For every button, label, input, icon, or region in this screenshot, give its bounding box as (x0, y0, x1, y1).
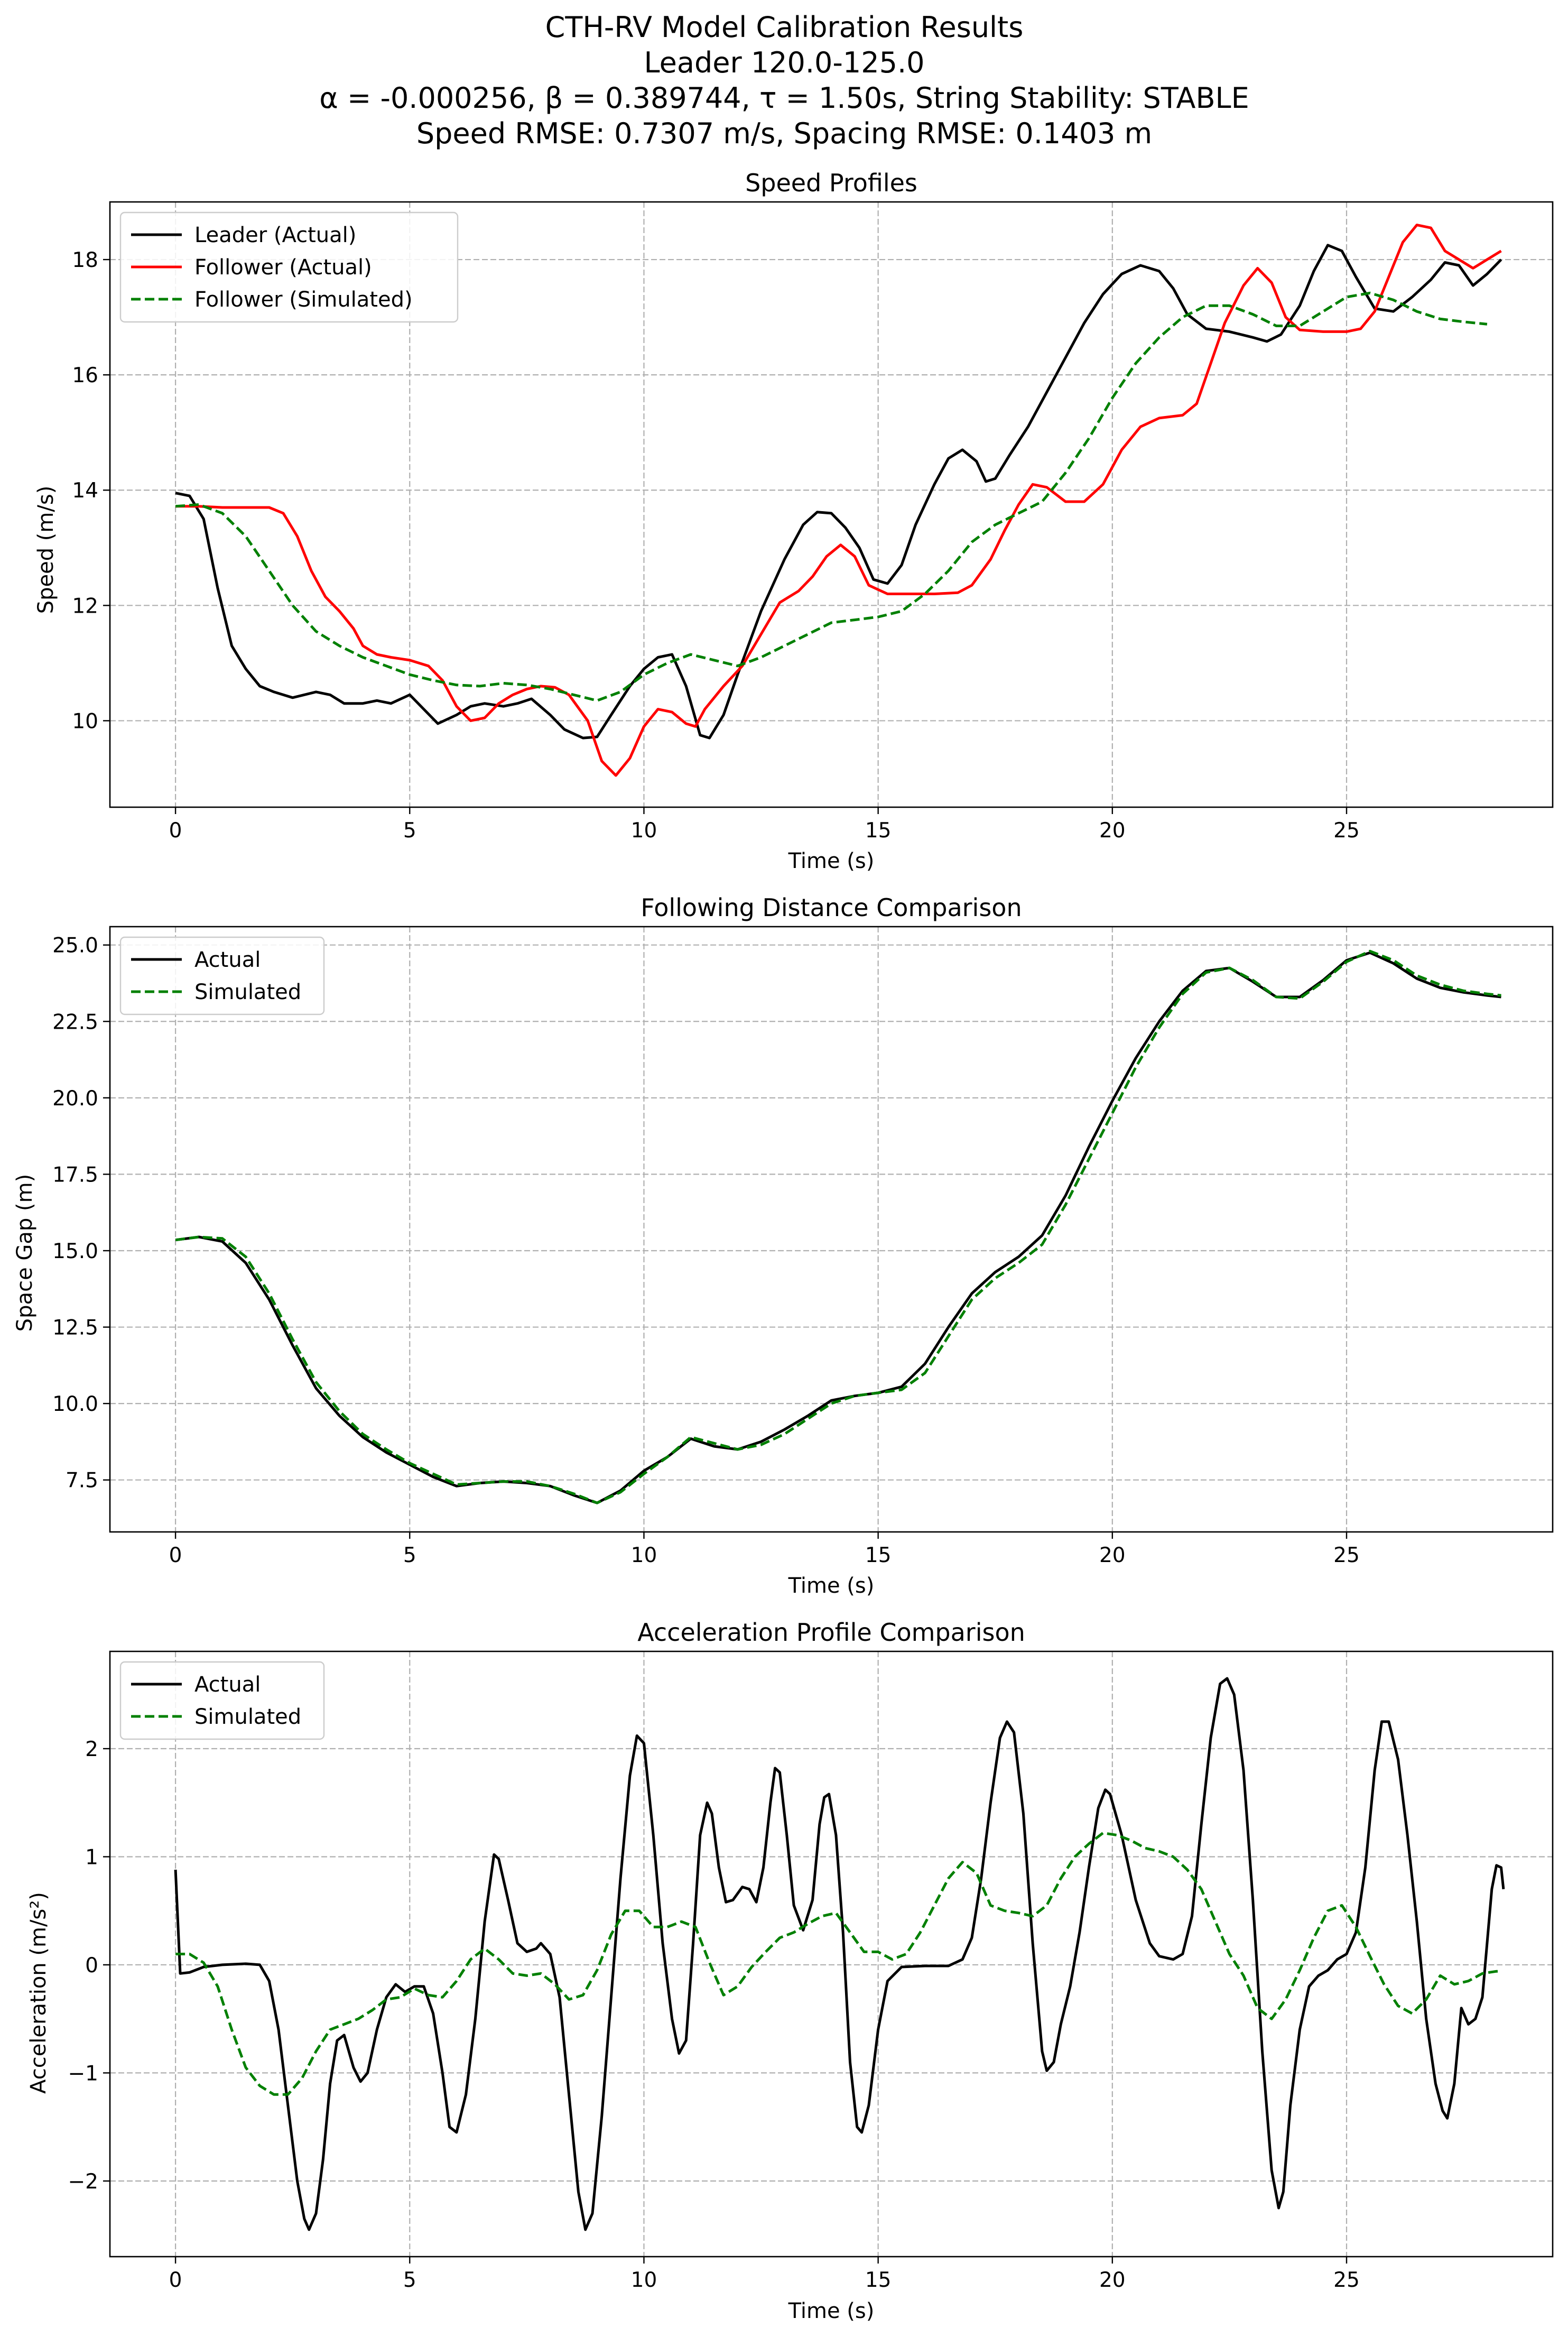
legend-label: Simulated (194, 980, 301, 1004)
y-tick-label: 1 (85, 1845, 98, 1869)
y-tick-label: 12 (72, 594, 98, 618)
legend-label: Actual (194, 1673, 261, 1697)
plot-area: 0 5 10 15 20 25 −2 −1 0 1 2 Actual Simulated (68, 1650, 1554, 2292)
series-group (174, 1677, 1505, 2231)
legend: Actual Simulated (119, 936, 325, 1015)
y-tick-label: −1 (68, 2062, 99, 2085)
panel-title: Speed Profiles (745, 169, 917, 197)
x-tick-label: 5 (403, 819, 416, 843)
x-axis-label: Time (s) (788, 1574, 875, 1598)
x-tick-label: 0 (169, 819, 182, 843)
y-tick-label: 16 (72, 364, 98, 387)
x-tick-label: 5 (403, 1544, 416, 1567)
legend-label: Follower (Simulated) (194, 288, 413, 312)
x-tick-label: 20 (1099, 1544, 1126, 1567)
suptitle-line-4: Speed RMSE: 0.7307 m/s, Spacing RMSE: 0.… (416, 117, 1152, 150)
plot-area: 0 5 10 15 20 25 10 12 14 16 18 Leader (Actual) Follo… (72, 201, 1554, 843)
y-tick-label: 17.5 (52, 1163, 98, 1187)
plot-area: 0 5 10 15 20 25 7.5 10.0 12.5 15.0 17.5 20.0 22.5 25.… (52, 926, 1554, 1567)
x-tick-label: 20 (1099, 2268, 1126, 2292)
y-tick-label: 2 (85, 1738, 98, 1761)
x-tick-label: 15 (865, 819, 892, 843)
x-tick-label: 10 (631, 819, 657, 843)
x-tick-label: 25 (1333, 1544, 1360, 1567)
y-tick-label: 20.0 (52, 1087, 98, 1111)
x-tick-label: 10 (631, 1544, 657, 1567)
x-axis-label: Time (s) (788, 2299, 875, 2323)
x-tick-label: 25 (1333, 819, 1360, 843)
legend-label: Simulated (194, 1705, 301, 1729)
series-group (175, 224, 1502, 777)
y-axis-label: Space Gap (m) (13, 1174, 37, 1332)
suptitle-line-1: CTH-RV Model Calibration Results (545, 11, 1024, 44)
legend-box (119, 936, 325, 1015)
acceleration-profile-panel: Acceleration Profile Comparison 0 5 10 15 20… (26, 1618, 1554, 2323)
y-tick-label: 22.5 (52, 1010, 98, 1034)
x-tick-label: 20 (1099, 819, 1126, 843)
x-tick-label: 10 (631, 2268, 657, 2292)
legend-label: Leader (Actual) (194, 223, 356, 247)
x-tick-label: 15 (865, 2268, 892, 2292)
x-tick-label: 15 (865, 1544, 892, 1567)
x-tick-label: 0 (169, 2268, 182, 2292)
series-line-0 (175, 244, 1502, 740)
axes-frame (109, 201, 1554, 808)
y-tick-label: 14 (72, 479, 98, 503)
suptitle-line-3: α = -0.000256, β = 0.389744, τ = 1.50s, … (319, 81, 1249, 115)
y-tick-label: 25.0 (52, 934, 98, 958)
axes-frame (109, 1650, 1554, 2258)
legend-label: Follower (Actual) (194, 255, 372, 280)
speed-profiles-panel: Speed Profiles 0 5 10 15 20 25 10 12 14 16 18 Leade… (34, 169, 1554, 873)
axes-frame (109, 926, 1554, 1533)
x-tick-label: 0 (169, 1544, 182, 1567)
series-line-1 (175, 1832, 1501, 2096)
series-line-1 (175, 949, 1501, 1504)
y-tick-label: 12.5 (52, 1316, 98, 1340)
series-line-2 (175, 291, 1488, 702)
x-tick-label: 25 (1333, 2268, 1360, 2292)
y-tick-label: 7.5 (66, 1469, 98, 1493)
y-tick-label: 18 (72, 248, 98, 272)
y-tick-label: 15.0 (52, 1240, 98, 1263)
x-tick-label: 5 (403, 2268, 416, 2292)
y-tick-label: 10.0 (52, 1392, 98, 1416)
y-axis-label: Speed (m/s) (34, 486, 58, 614)
y-tick-label: −2 (68, 2170, 99, 2194)
suptitle-line-2: Leader 120.0-125.0 (644, 46, 925, 79)
panel-title: Acceleration Profile Comparison (637, 1618, 1025, 1647)
y-axis-label: Acceleration (m/s²) (26, 1892, 51, 2094)
legend: Leader (Actual) Follower (Actual) Follower… (119, 211, 459, 323)
legend-box (119, 211, 459, 323)
x-axis-label: Time (s) (788, 849, 875, 873)
following-distance-panel: Following Distance Comparison 0 5 10 15 20 25… (13, 893, 1554, 1598)
series-line-0 (174, 1677, 1505, 2231)
legend: Actual Simulated (119, 1661, 325, 1740)
panel-title: Following Distance Comparison (641, 893, 1022, 922)
series-line-1 (175, 224, 1502, 777)
suptitle: CTH-RV Model Calibration Results Leader … (319, 11, 1249, 150)
y-tick-label: 0 (85, 1954, 98, 1978)
legend-label: Actual (194, 948, 261, 972)
series-line-0 (175, 951, 1501, 1504)
y-tick-label: 10 (72, 709, 98, 733)
series-group (175, 949, 1501, 1504)
legend-box (119, 1661, 325, 1740)
